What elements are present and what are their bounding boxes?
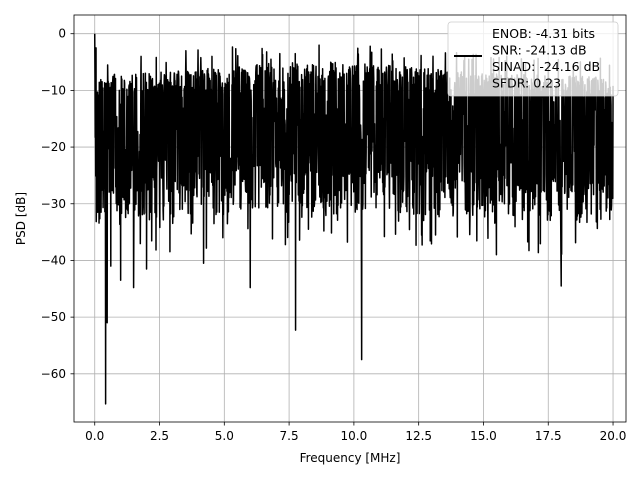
x-tick-label: 20.0 — [600, 429, 627, 443]
legend-label-line: SFDR: 0.23 — [492, 76, 561, 91]
x-tick-label: 12.5 — [405, 429, 432, 443]
legend-label-line: ENOB: -4.31 bits — [492, 26, 595, 41]
x-tick-label: 10.0 — [341, 429, 368, 443]
y-tick-label: −30 — [41, 197, 66, 211]
y-tick-label: −10 — [41, 83, 66, 97]
y-axis-label: PSD [dB] — [14, 192, 28, 245]
x-axis-label: Frequency [MHz] — [300, 451, 401, 465]
axes: 0.0 2.5 5.0 7.5 10.0 12.5 15.0 17.5 20.0 0 −10 −20 −… — [41, 14, 627, 443]
y-tick-label: −50 — [41, 310, 66, 324]
x-tick-label: 7.5 — [280, 429, 299, 443]
y-tick-label: 0 — [58, 27, 66, 41]
y-tick-label: −40 — [41, 253, 66, 267]
y-tick-label: −20 — [41, 140, 66, 154]
legend-label: ENOB: -4.31 bits SNR: -24.13 dB SINAD: -24… — [492, 26, 600, 91]
series-layer — [93, 33, 614, 405]
x-tick-label: 2.5 — [150, 429, 169, 443]
x-tick-label: 0.0 — [85, 429, 104, 443]
x-tick-label: 15.0 — [470, 429, 497, 443]
y-tick-label: −60 — [41, 367, 66, 381]
x-tick-label: 17.5 — [535, 429, 562, 443]
axes-frame — [73, 14, 627, 423]
legend-label-line: SNR: -24.13 dB — [492, 43, 587, 58]
psd-series-line — [93, 33, 614, 405]
legend-box — [447, 21, 619, 97]
legend-label-line: SINAD: -24.16 dB — [492, 59, 600, 74]
x-tick-label: 5.0 — [215, 429, 234, 443]
legend: ENOB: -4.31 bits SNR: -24.13 dB SINAD: -24… — [447, 21, 619, 97]
